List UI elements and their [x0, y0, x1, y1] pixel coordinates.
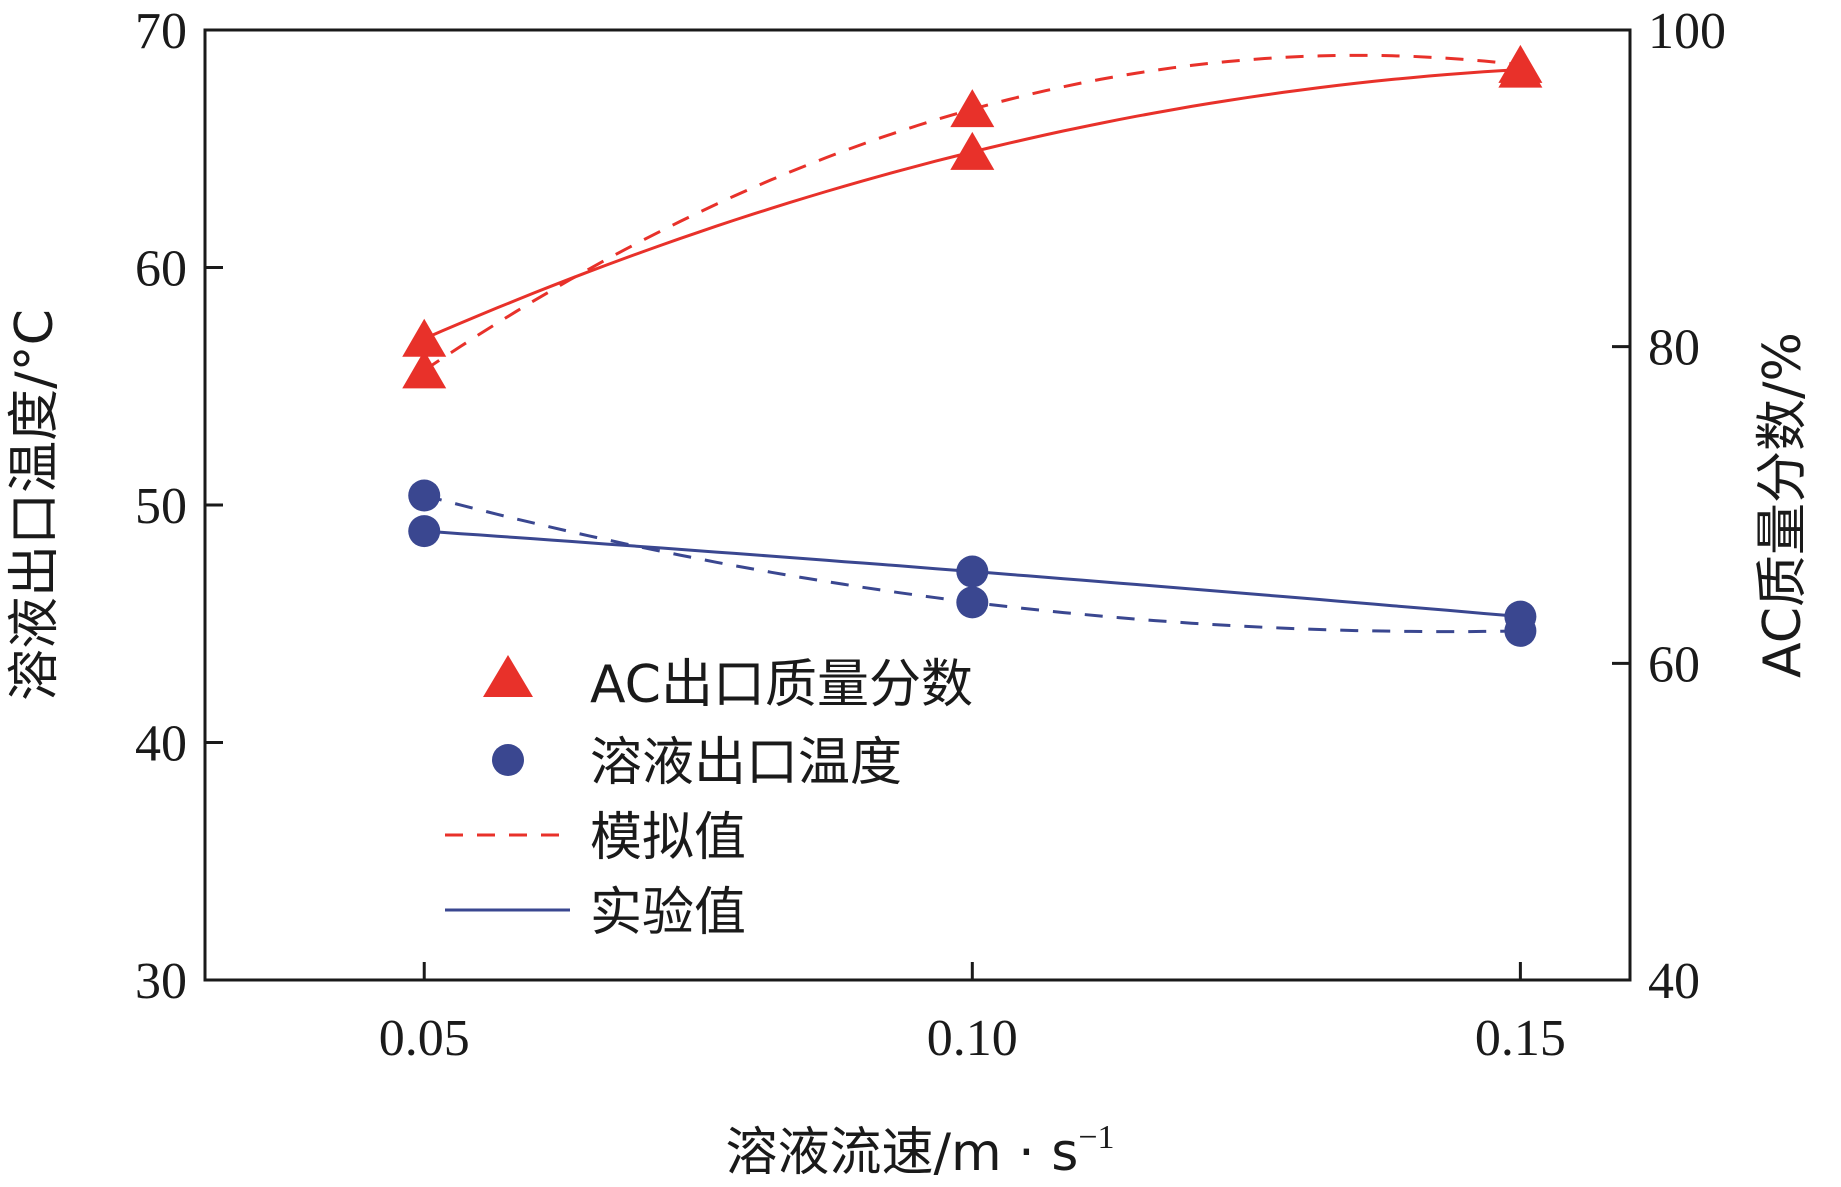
data-point-temp-experimental — [1504, 600, 1537, 633]
legend-circle-marker — [492, 744, 524, 776]
y-right-tick-label: 40 — [1648, 953, 1700, 1010]
y-left-tick-label: 40 — [135, 716, 187, 773]
legend-label-experimental: 实验值 — [590, 883, 746, 943]
x-axis-title-sup: −1 — [1078, 1119, 1114, 1156]
legend-label-simulated: 模拟值 — [590, 808, 746, 868]
right-axis-ticks: 40 60 80 100 — [1612, 3, 1726, 1010]
y-left-tick-label: 70 — [135, 3, 187, 60]
y-right-tick-label: 80 — [1648, 320, 1700, 377]
legend: AC出口质量分数 溶液出口温度 模拟值 实验值 — [445, 655, 973, 943]
y-left-axis-title: 溶液出口温度/°C — [5, 309, 65, 701]
x-tick-label: 0.05 — [379, 1010, 470, 1067]
y-left-tick-label: 60 — [135, 241, 187, 298]
data-point-temp-experimental — [408, 515, 441, 548]
left-axis-ticks: 30 40 50 60 70 — [135, 3, 223, 1010]
markers — [402, 44, 1543, 647]
data-point-temp-simulated — [956, 586, 989, 619]
data-point-ac-simulated — [950, 89, 995, 128]
y-left-tick-label: 30 — [135, 953, 187, 1010]
y-right-axis-title: AC质量分数/% — [1753, 332, 1813, 678]
data-point-temp-experimental — [956, 555, 989, 588]
x-tick-label: 0.15 — [1475, 1010, 1566, 1067]
x-axis-title-main: 溶液流速/m · s — [725, 1123, 1078, 1183]
data-point-ac-experimental — [402, 318, 447, 357]
legend-label-temp: 溶液出口温度 — [590, 733, 902, 793]
legend-triangle-marker — [483, 655, 533, 697]
data-point-ac-experimental — [1498, 49, 1543, 88]
y-right-tick-label: 60 — [1648, 636, 1700, 693]
y-right-tick-label: 100 — [1648, 3, 1726, 60]
x-axis-title: 溶液流速/m · s−1 — [725, 1119, 1114, 1183]
data-point-ac-simulated — [402, 350, 447, 389]
x-axis-ticks: 0.05 0.10 0.15 — [379, 962, 1566, 1067]
x-tick-label: 0.10 — [927, 1010, 1018, 1067]
legend-label-ac: AC出口质量分数 — [590, 655, 973, 715]
data-point-temp-simulated — [408, 479, 441, 512]
data-point-ac-experimental — [950, 131, 995, 170]
y-left-tick-label: 50 — [135, 478, 187, 535]
